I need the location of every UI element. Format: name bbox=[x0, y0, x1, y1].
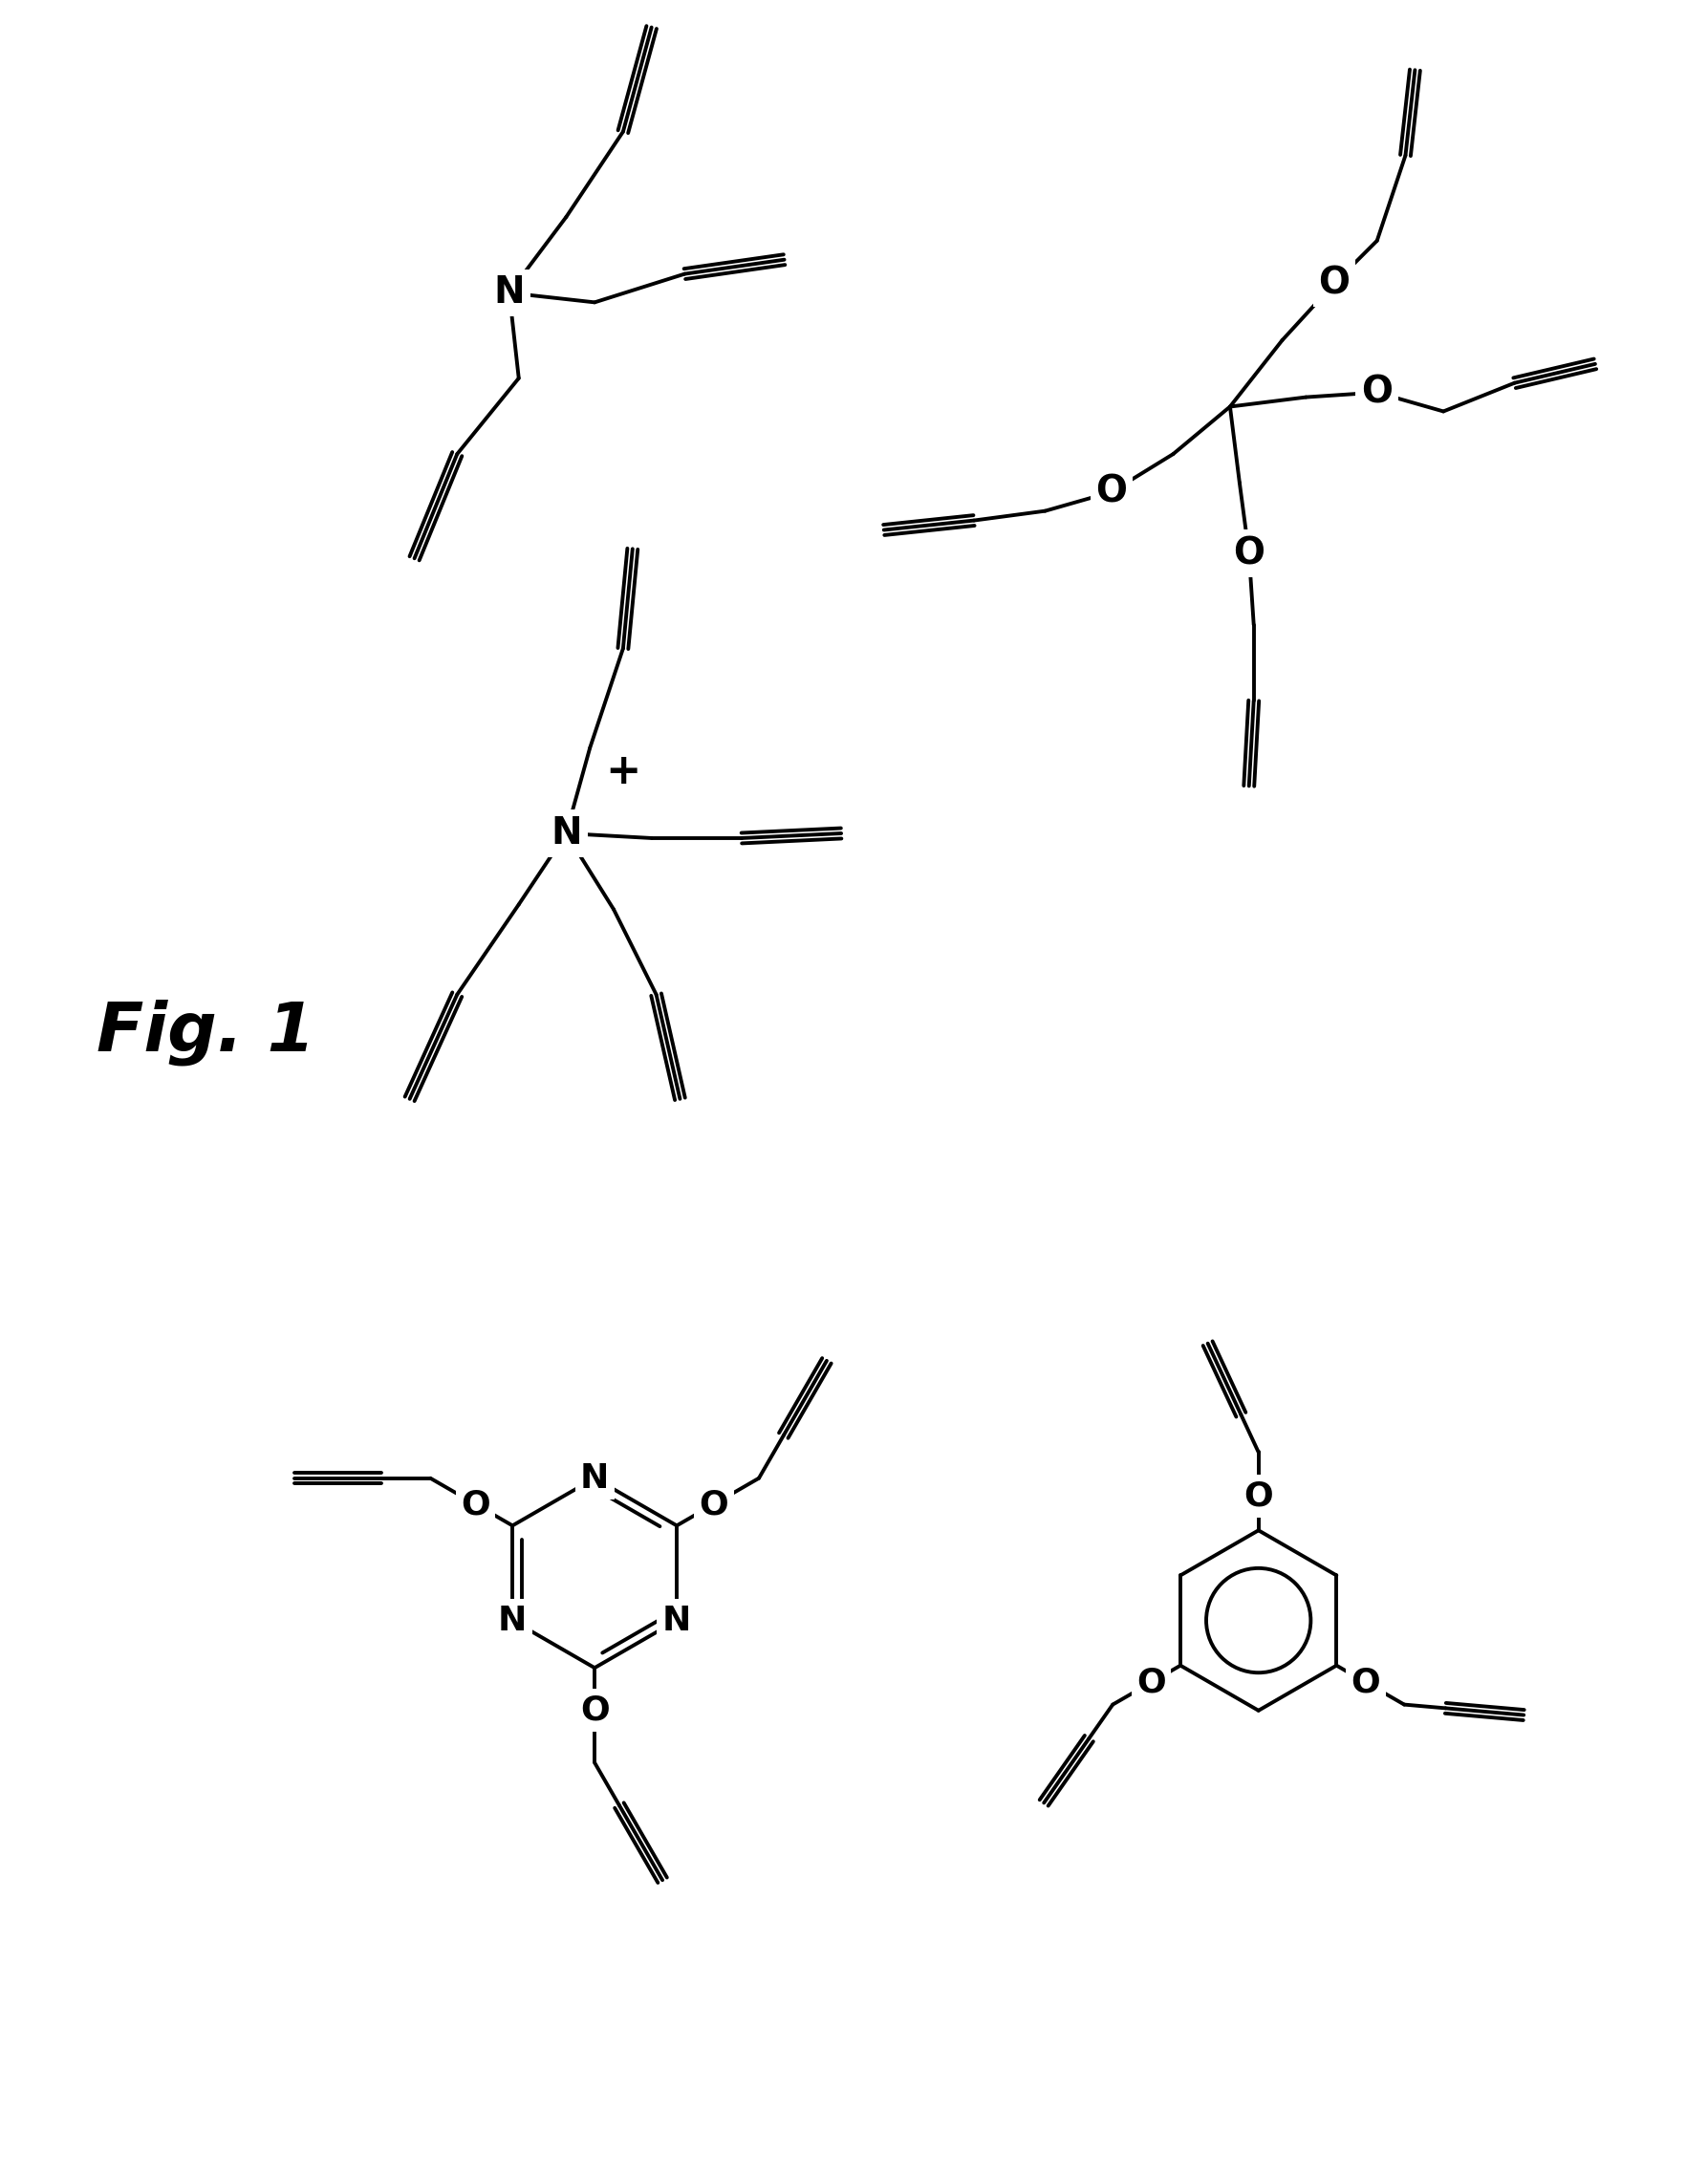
Text: O: O bbox=[1351, 1665, 1380, 1700]
Text: O: O bbox=[1097, 475, 1127, 511]
Text: O: O bbox=[699, 1488, 728, 1521]
Text: O: O bbox=[1233, 535, 1264, 572]
Text: N: N bbox=[663, 1605, 692, 1637]
Text: +: + bbox=[605, 751, 640, 792]
Text: O: O bbox=[1319, 265, 1349, 302]
Text: N: N bbox=[581, 1462, 610, 1495]
Text: O: O bbox=[461, 1488, 490, 1521]
Text: N: N bbox=[494, 274, 524, 311]
Text: N: N bbox=[550, 815, 582, 852]
Text: O: O bbox=[581, 1693, 610, 1728]
Text: Fig. 1: Fig. 1 bbox=[97, 999, 316, 1066]
Text: O: O bbox=[1361, 375, 1392, 410]
Text: N: N bbox=[499, 1605, 528, 1637]
Text: O: O bbox=[1136, 1665, 1167, 1700]
Text: O: O bbox=[1243, 1480, 1272, 1512]
